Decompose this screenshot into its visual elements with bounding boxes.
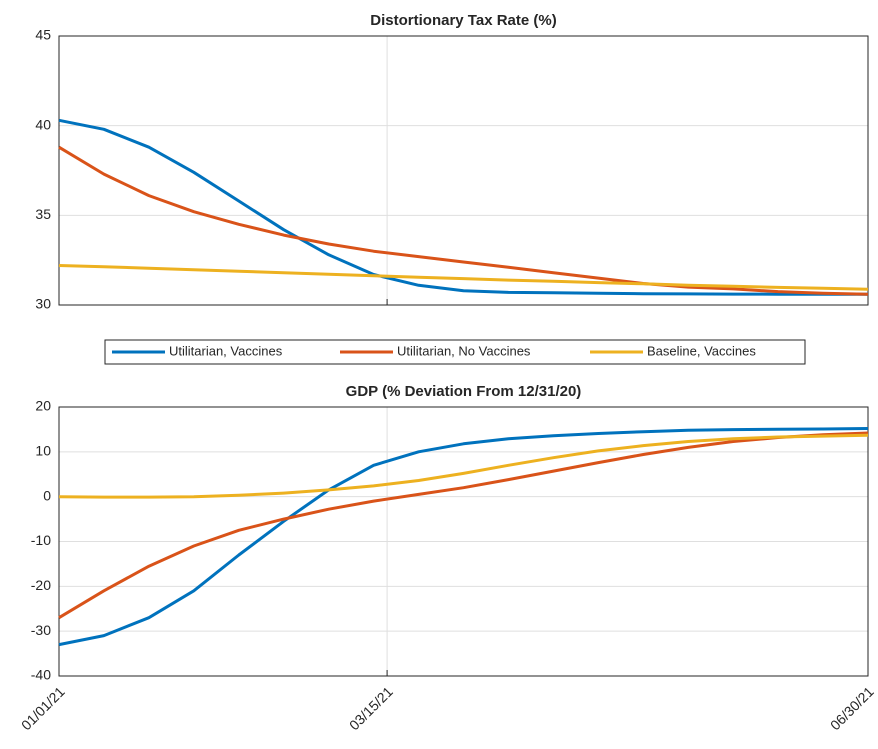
series-line <box>58 145 869 296</box>
legend-label: Baseline, Vaccines <box>647 343 756 358</box>
plot-area <box>59 36 868 305</box>
x-tick-label: 06/30/21 <box>827 683 877 733</box>
y-tick-label: 10 <box>35 443 51 459</box>
chart-title: GDP (% Deviation From 12/31/20) <box>346 383 582 400</box>
x-tick-label: 03/15/21 <box>346 683 396 733</box>
chart-title: Distortionary Tax Rate (%) <box>370 12 556 29</box>
y-tick-label: 20 <box>35 398 51 414</box>
y-tick-label: 45 <box>35 27 51 43</box>
axes-box <box>58 35 869 306</box>
series-line <box>58 431 869 619</box>
legend-label: Utilitarian, Vaccines <box>169 343 283 358</box>
y-tick-label: 30 <box>35 296 51 312</box>
series-line <box>58 427 869 647</box>
y-tick-label: -30 <box>31 622 51 638</box>
series-line <box>58 433 869 499</box>
legend-label: Utilitarian, No Vaccines <box>397 343 531 358</box>
y-tick-label: -10 <box>31 532 51 548</box>
y-tick-label: -40 <box>31 667 51 683</box>
x-tick-label: 01/01/21 <box>18 683 68 733</box>
legend-box <box>104 339 806 365</box>
series-line <box>58 264 869 291</box>
y-tick-label: 40 <box>35 116 51 132</box>
y-tick-label: 0 <box>43 487 51 503</box>
y-tick-label: 35 <box>35 206 51 222</box>
series-line <box>58 118 868 296</box>
y-tick-label: -20 <box>31 577 51 593</box>
axes-box <box>58 406 869 677</box>
